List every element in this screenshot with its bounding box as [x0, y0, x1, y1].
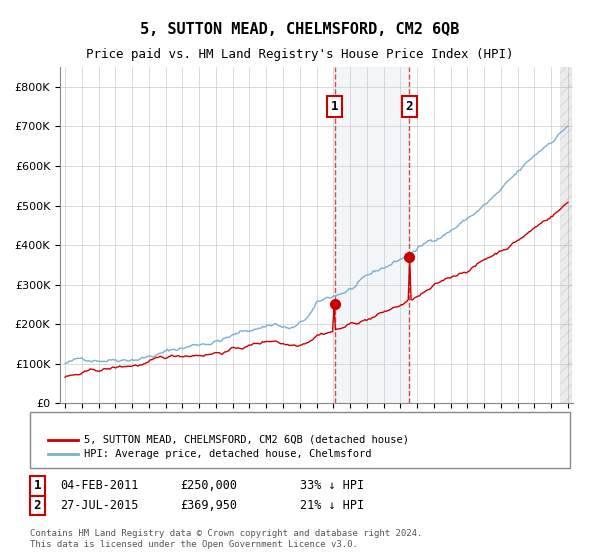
Text: Price paid vs. HM Land Registry's House Price Index (HPI): Price paid vs. HM Land Registry's House …	[86, 48, 514, 60]
Text: Contains HM Land Registry data © Crown copyright and database right 2024.: Contains HM Land Registry data © Crown c…	[30, 529, 422, 538]
Text: 21% ↓ HPI: 21% ↓ HPI	[300, 498, 364, 512]
Text: £369,950: £369,950	[180, 498, 237, 512]
Text: 1: 1	[331, 100, 338, 113]
Bar	[335, 67, 409, 403]
Text: 27-JUL-2015: 27-JUL-2015	[60, 498, 139, 512]
Text: 33% ↓ HPI: 33% ↓ HPI	[300, 479, 364, 492]
Text: 04-FEB-2011: 04-FEB-2011	[60, 479, 139, 492]
Text: 2: 2	[34, 498, 41, 512]
Text: £250,000: £250,000	[180, 479, 237, 492]
Bar	[560, 67, 571, 403]
Text: 5, SUTTON MEAD, CHELMSFORD, CM2 6QB (detached house): 5, SUTTON MEAD, CHELMSFORD, CM2 6QB (det…	[84, 435, 409, 445]
Text: 2: 2	[406, 100, 413, 113]
Text: This data is licensed under the Open Government Licence v3.0.: This data is licensed under the Open Gov…	[30, 540, 358, 549]
Text: HPI: Average price, detached house, Chelmsford: HPI: Average price, detached house, Chel…	[84, 449, 371, 459]
Text: 5, SUTTON MEAD, CHELMSFORD, CM2 6QB: 5, SUTTON MEAD, CHELMSFORD, CM2 6QB	[140, 22, 460, 38]
Text: 1: 1	[34, 479, 41, 492]
